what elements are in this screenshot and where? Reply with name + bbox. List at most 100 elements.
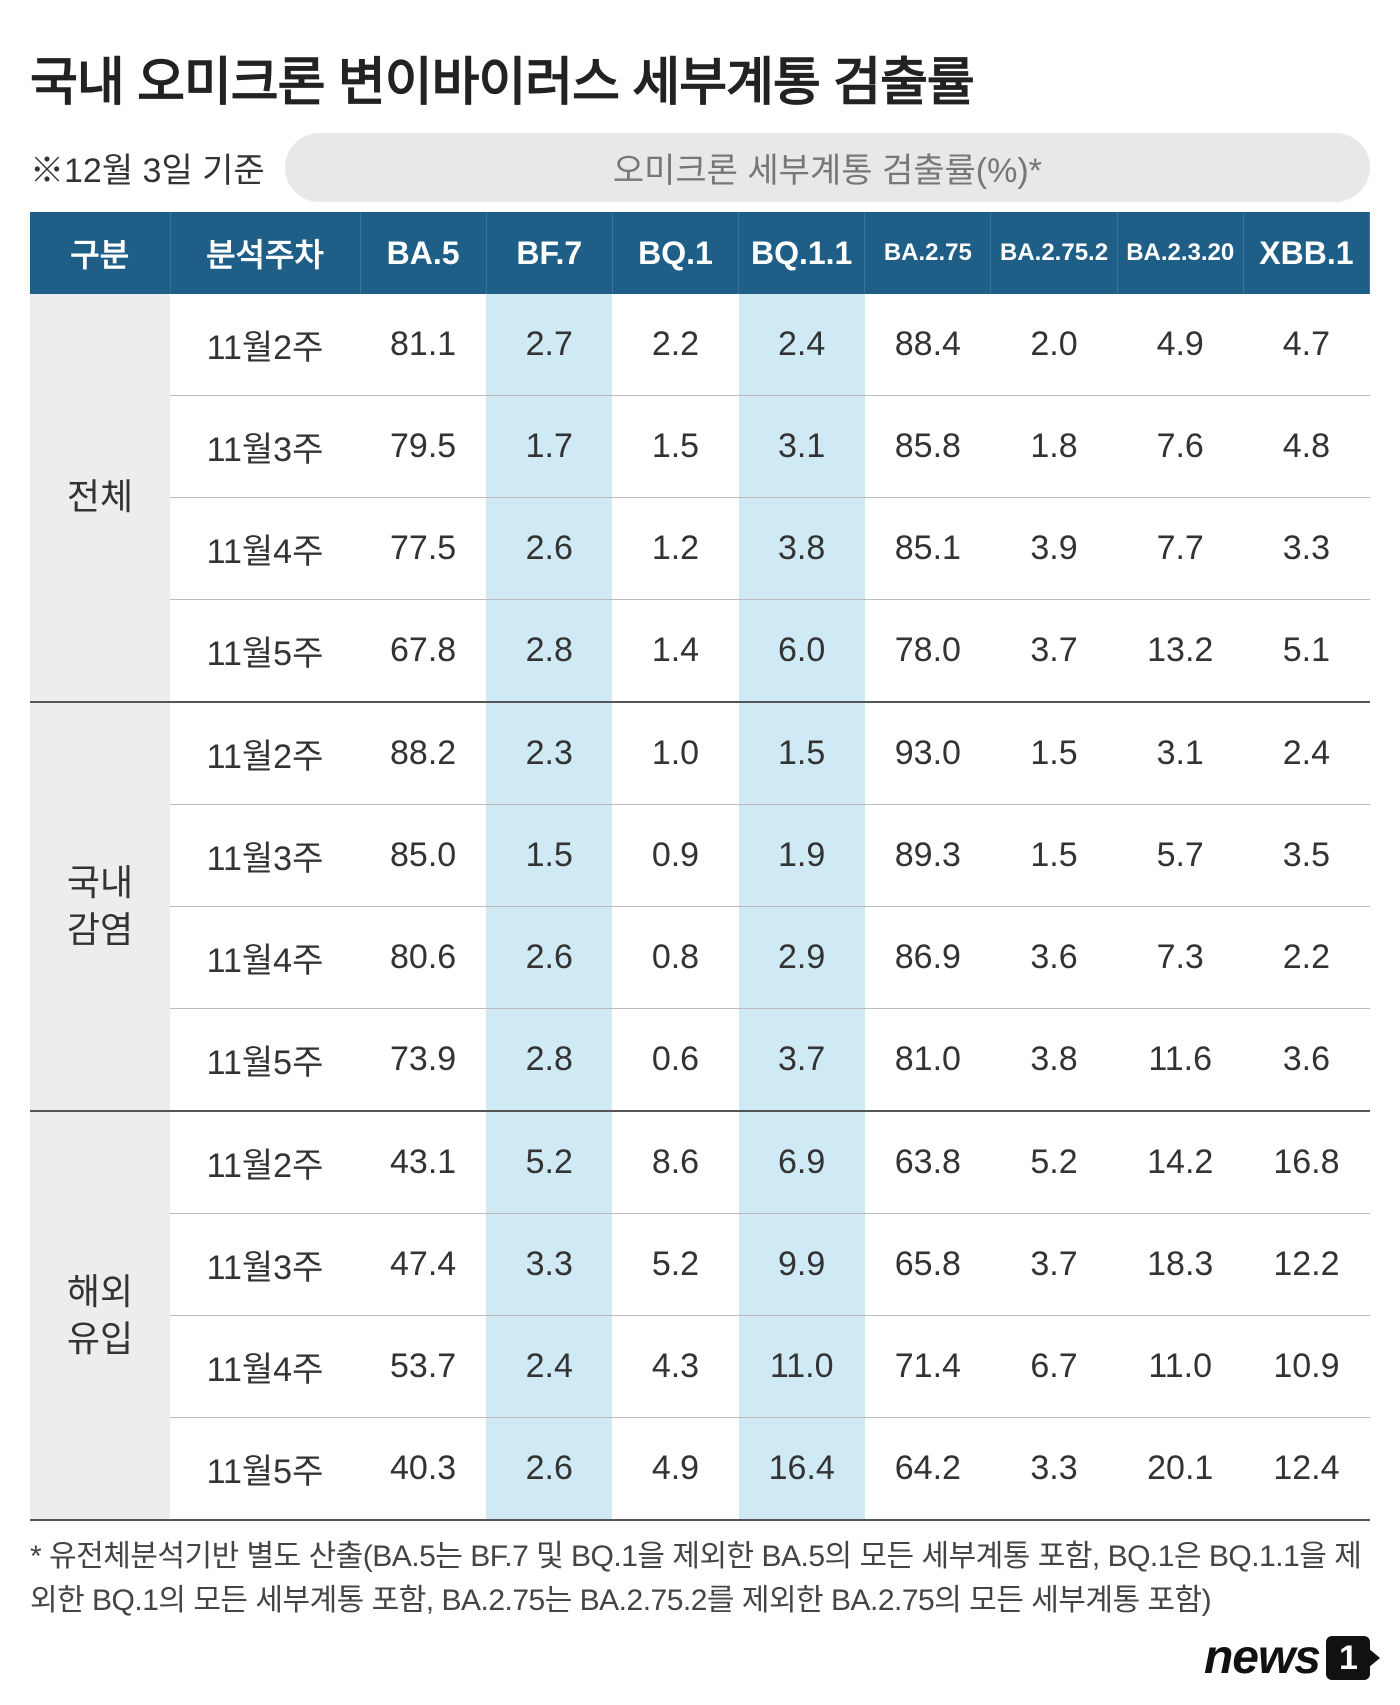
footnote: * 유전체분석기반 별도 산출(BA.5는 BF.7 및 BQ.1을 제외한 B… xyxy=(30,1535,1370,1622)
cell-xbb1: 2.4 xyxy=(1243,702,1369,805)
cell-ba275: 65.8 xyxy=(865,1214,991,1316)
cell-ba5: 47.4 xyxy=(360,1214,486,1316)
cell-ba2320: 14.2 xyxy=(1117,1111,1243,1214)
cell-ba5: 81.1 xyxy=(360,294,486,396)
col-week: 분석주차 xyxy=(170,212,360,294)
subheader: ※12월 3일 기준 오미크론 세부계통 검출률(%)* xyxy=(30,133,1370,202)
cell-bf7: 3.3 xyxy=(486,1214,612,1316)
cell-ba2320: 11.0 xyxy=(1117,1316,1243,1418)
cell-ba2320: 3.1 xyxy=(1117,702,1243,805)
cell-ba5: 40.3 xyxy=(360,1418,486,1521)
week-cell: 11월2주 xyxy=(170,294,360,396)
cell-ba275: 86.9 xyxy=(865,907,991,1009)
cell-bq11: 3.1 xyxy=(739,396,865,498)
cell-bf7: 2.6 xyxy=(486,907,612,1009)
table-row: 11월4주53.72.44.311.071.46.711.010.9 xyxy=(30,1316,1370,1418)
cell-bq11: 3.8 xyxy=(739,498,865,600)
cell-ba2752: 3.7 xyxy=(991,1214,1117,1316)
cell-ba2752: 3.7 xyxy=(991,600,1117,703)
col-group: 구분 xyxy=(30,212,170,294)
cell-bq1: 0.8 xyxy=(612,907,738,1009)
page-title: 국내 오미크론 변이바이러스 세부계통 검출률 xyxy=(30,40,1370,115)
cell-bq11: 2.9 xyxy=(739,907,865,1009)
cell-ba2320: 7.6 xyxy=(1117,396,1243,498)
cell-bf7: 2.8 xyxy=(486,600,612,703)
week-cell: 11월2주 xyxy=(170,1111,360,1214)
cell-ba2320: 13.2 xyxy=(1117,600,1243,703)
cell-xbb1: 16.8 xyxy=(1243,1111,1369,1214)
cell-ba2320: 7.7 xyxy=(1117,498,1243,600)
cell-bq11: 6.0 xyxy=(739,600,865,703)
cell-xbb1: 5.1 xyxy=(1243,600,1369,703)
cell-xbb1: 3.6 xyxy=(1243,1009,1369,1112)
cell-ba2752: 1.5 xyxy=(991,702,1117,805)
cell-ba2320: 20.1 xyxy=(1117,1418,1243,1521)
col-ba5: BA.5 xyxy=(360,212,486,294)
cell-bq11: 16.4 xyxy=(739,1418,865,1521)
col-ba2320: BA.2.3.20 xyxy=(1117,212,1243,294)
cell-xbb1: 2.2 xyxy=(1243,907,1369,1009)
cell-bf7: 1.7 xyxy=(486,396,612,498)
cell-ba2752: 5.2 xyxy=(991,1111,1117,1214)
col-bq1: BQ.1 xyxy=(612,212,738,294)
data-table: 구분분석주차BA.5BF.7BQ.1BQ.1.1BA.2.75BA.2.75.2… xyxy=(30,212,1370,1521)
cell-ba2320: 4.9 xyxy=(1117,294,1243,396)
cell-bq1: 2.2 xyxy=(612,294,738,396)
week-cell: 11월2주 xyxy=(170,702,360,805)
cell-bf7: 2.4 xyxy=(486,1316,612,1418)
cell-ba2752: 3.3 xyxy=(991,1418,1117,1521)
table-row: 11월3주85.01.50.91.989.31.55.73.5 xyxy=(30,805,1370,907)
cell-bq11: 2.4 xyxy=(739,294,865,396)
cell-bf7: 2.8 xyxy=(486,1009,612,1112)
cell-ba5: 53.7 xyxy=(360,1316,486,1418)
cell-bq11: 11.0 xyxy=(739,1316,865,1418)
cell-ba275: 78.0 xyxy=(865,600,991,703)
week-cell: 11월4주 xyxy=(170,907,360,1009)
cell-ba5: 67.8 xyxy=(360,600,486,703)
cell-xbb1: 3.3 xyxy=(1243,498,1369,600)
table-caption-pill: 오미크론 세부계통 검출률(%)* xyxy=(285,133,1370,202)
cell-bq1: 5.2 xyxy=(612,1214,738,1316)
group-label: 국내감염 xyxy=(30,702,170,1111)
cell-xbb1: 10.9 xyxy=(1243,1316,1369,1418)
table-row: 11월5주73.92.80.63.781.03.811.63.6 xyxy=(30,1009,1370,1112)
cell-bq1: 1.4 xyxy=(612,600,738,703)
table-row: 11월3주79.51.71.53.185.81.87.64.8 xyxy=(30,396,1370,498)
cell-bq1: 8.6 xyxy=(612,1111,738,1214)
cell-ba275: 93.0 xyxy=(865,702,991,805)
cell-bq1: 4.9 xyxy=(612,1418,738,1521)
week-cell: 11월3주 xyxy=(170,805,360,907)
source-logo: news 1 xyxy=(1204,1630,1370,1685)
col-bf7: BF.7 xyxy=(486,212,612,294)
cell-ba275: 85.1 xyxy=(865,498,991,600)
cell-xbb1: 12.2 xyxy=(1243,1214,1369,1316)
cell-ba275: 64.2 xyxy=(865,1418,991,1521)
cell-bq11: 1.5 xyxy=(739,702,865,805)
week-cell: 11월5주 xyxy=(170,600,360,703)
cell-ba2320: 5.7 xyxy=(1117,805,1243,907)
cell-ba2320: 7.3 xyxy=(1117,907,1243,1009)
table-row: 11월5주67.82.81.46.078.03.713.25.1 xyxy=(30,600,1370,703)
cell-ba5: 79.5 xyxy=(360,396,486,498)
cell-bf7: 2.6 xyxy=(486,1418,612,1521)
cell-ba275: 71.4 xyxy=(865,1316,991,1418)
table-row: 국내감염11월2주88.22.31.01.593.01.53.12.4 xyxy=(30,702,1370,805)
week-cell: 11월4주 xyxy=(170,1316,360,1418)
week-cell: 11월4주 xyxy=(170,498,360,600)
table-row: 11월5주40.32.64.916.464.23.320.112.4 xyxy=(30,1418,1370,1521)
cell-bq11: 6.9 xyxy=(739,1111,865,1214)
col-bq11: BQ.1.1 xyxy=(739,212,865,294)
cell-ba2320: 18.3 xyxy=(1117,1214,1243,1316)
col-xbb1: XBB.1 xyxy=(1243,212,1369,294)
cell-ba5: 43.1 xyxy=(360,1111,486,1214)
col-ba275: BA.2.75 xyxy=(865,212,991,294)
source-brand: news xyxy=(1204,1630,1320,1685)
cell-ba2752: 3.6 xyxy=(991,907,1117,1009)
cell-bq11: 9.9 xyxy=(739,1214,865,1316)
cell-bf7: 2.6 xyxy=(486,498,612,600)
cell-ba5: 73.9 xyxy=(360,1009,486,1112)
table-row: 해외유입11월2주43.15.28.66.963.85.214.216.8 xyxy=(30,1111,1370,1214)
cell-ba2752: 6.7 xyxy=(991,1316,1117,1418)
cell-bf7: 1.5 xyxy=(486,805,612,907)
table-row: 11월4주80.62.60.82.986.93.67.32.2 xyxy=(30,907,1370,1009)
